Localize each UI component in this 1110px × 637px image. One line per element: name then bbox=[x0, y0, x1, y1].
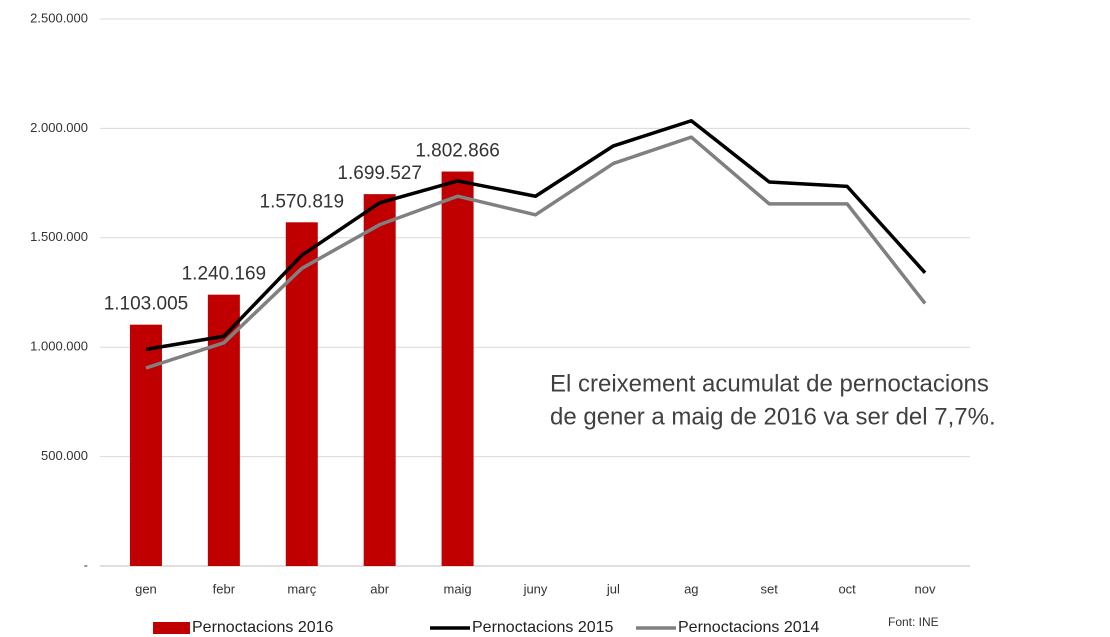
annotation: El creixement acumulat de pernoctacions bbox=[550, 370, 989, 397]
y-tick-label: 2.000.000 bbox=[30, 120, 88, 135]
bar bbox=[363, 194, 396, 566]
x-tick-label: set bbox=[761, 581, 779, 596]
bar bbox=[285, 222, 318, 566]
legend-label: Pernoctacions 2016 bbox=[192, 619, 334, 636]
x-tick-label: juny bbox=[523, 581, 548, 596]
bar bbox=[129, 324, 162, 566]
y-tick-label: 2.500.000 bbox=[30, 10, 88, 25]
data-label: 1.240.169 bbox=[182, 264, 267, 285]
bar bbox=[207, 294, 240, 566]
data-label: 1.699.527 bbox=[337, 163, 422, 184]
legend-swatch bbox=[153, 622, 190, 634]
source: Font: INE bbox=[888, 615, 939, 629]
data-label: 1.802.866 bbox=[415, 141, 500, 162]
x-tick-label: gen bbox=[135, 581, 157, 596]
data-label: 1.570.819 bbox=[260, 191, 345, 212]
y-tick-label: 500.000 bbox=[41, 448, 88, 463]
x-tick-label: oct bbox=[838, 581, 856, 596]
line bbox=[145, 118, 927, 352]
annotation: de gener a maig de 2016 va ser del 7,7%. bbox=[550, 403, 996, 430]
x-tick-label: març bbox=[287, 581, 316, 596]
legend-label: Pernoctacions 2015 bbox=[472, 619, 614, 636]
x-tick-label: febr bbox=[213, 581, 236, 596]
x-tick-label: jul bbox=[606, 581, 620, 596]
data-label: 1.103.005 bbox=[104, 294, 189, 315]
y-tick-label: 1.000.000 bbox=[30, 339, 88, 354]
line bbox=[145, 135, 927, 370]
x-tick-label: ag bbox=[684, 581, 698, 596]
x-tick-label: nov bbox=[915, 581, 936, 596]
bar bbox=[441, 171, 474, 567]
legend-label: Pernoctacions 2014 bbox=[678, 619, 820, 636]
y-tick-label: - bbox=[84, 557, 88, 572]
x-tick-label: abr bbox=[370, 581, 389, 596]
y-tick-label: 1.500.000 bbox=[30, 229, 88, 244]
x-tick-label: maig bbox=[443, 581, 471, 596]
